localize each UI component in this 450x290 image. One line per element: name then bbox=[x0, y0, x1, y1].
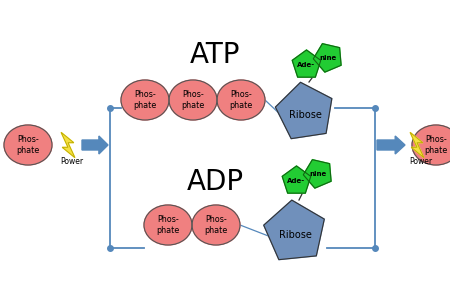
Text: Ribose: Ribose bbox=[288, 110, 321, 120]
Ellipse shape bbox=[412, 125, 450, 165]
Polygon shape bbox=[292, 50, 321, 77]
Polygon shape bbox=[410, 132, 424, 158]
Ellipse shape bbox=[121, 80, 169, 120]
Ellipse shape bbox=[192, 205, 240, 245]
Polygon shape bbox=[303, 160, 331, 188]
Text: Phos-
phate: Phos- phate bbox=[157, 215, 180, 235]
Text: Phos-
phate: Phos- phate bbox=[16, 135, 40, 155]
Text: Phos-
phate: Phos- phate bbox=[204, 215, 228, 235]
Polygon shape bbox=[61, 132, 75, 158]
Polygon shape bbox=[313, 44, 341, 72]
Text: Phos-
phate: Phos- phate bbox=[181, 90, 205, 110]
Text: nine: nine bbox=[320, 55, 337, 61]
Ellipse shape bbox=[217, 80, 265, 120]
Text: Phos-
phate: Phos- phate bbox=[424, 135, 448, 155]
Ellipse shape bbox=[169, 80, 217, 120]
FancyArrow shape bbox=[82, 136, 108, 154]
FancyArrow shape bbox=[377, 136, 405, 154]
Text: Ade-: Ade- bbox=[297, 62, 315, 68]
Text: Ribose: Ribose bbox=[279, 230, 311, 240]
Text: nine: nine bbox=[310, 171, 327, 177]
Polygon shape bbox=[282, 166, 311, 193]
Text: Power: Power bbox=[60, 157, 84, 166]
Text: Power: Power bbox=[410, 157, 432, 166]
Text: ADP: ADP bbox=[186, 168, 243, 196]
Polygon shape bbox=[264, 200, 324, 260]
Polygon shape bbox=[275, 82, 332, 139]
Ellipse shape bbox=[144, 205, 192, 245]
Text: Phos-
phate: Phos- phate bbox=[133, 90, 157, 110]
Ellipse shape bbox=[4, 125, 52, 165]
Text: Ade-: Ade- bbox=[288, 178, 306, 184]
Text: Phos-
phate: Phos- phate bbox=[230, 90, 252, 110]
Text: ATP: ATP bbox=[190, 41, 240, 69]
